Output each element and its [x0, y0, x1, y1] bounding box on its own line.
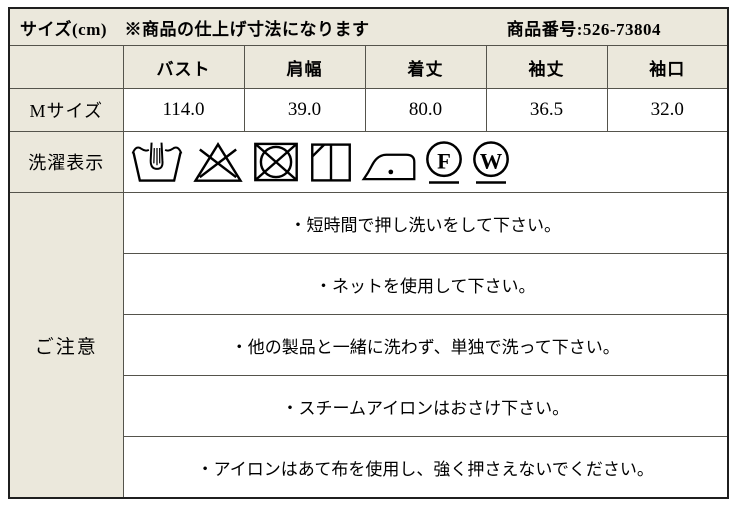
- note-item: ・ネットを使用して下さい。: [122, 253, 729, 315]
- svg-text:F: F: [437, 148, 451, 173]
- svg-text:W: W: [479, 148, 502, 173]
- col-header-sleeve-length: 袖丈: [485, 45, 608, 89]
- note-item: ・他の製品と一緒に洗わず、単独で洗って下さい。: [122, 314, 729, 376]
- col-header-shoulder: 肩幅: [243, 45, 366, 89]
- care-symbol-strip: F W: [124, 139, 727, 186]
- care-row-label: 洗濯表示: [8, 131, 124, 193]
- care-symbols-row: 洗濯表示: [8, 131, 729, 193]
- value-length: 80.0: [364, 88, 487, 132]
- note-row: ご注意 ・短時間で押し洗いをして下さい。: [8, 192, 729, 499]
- value-cuff: 32.0: [606, 88, 729, 132]
- do-not-bleach-icon: [192, 141, 243, 182]
- do-not-tumble-dry-icon: [253, 142, 298, 182]
- note-row: ・ネットを使用して下さい。: [9, 253, 729, 315]
- note-item: ・アイロンはあて布を使用し、強く押さえないでください。: [122, 436, 729, 499]
- dry-clean-F-gentle-icon: F: [425, 140, 462, 184]
- title-row: サイズ(cm) ※商品の仕上げ寸法になります 商品番号:526-73804: [8, 7, 729, 46]
- product-number: 商品番号:526-73804: [506, 19, 662, 39]
- wet-clean-W-gentle-icon: W: [472, 140, 509, 184]
- size-m-label: Mサイズ: [8, 88, 124, 132]
- size-unit-label: サイズ(cm) ※商品の仕上げ寸法になります: [20, 19, 370, 39]
- iron-low-heat-icon: [361, 153, 415, 181]
- hang-dry-in-shade-icon: [310, 142, 351, 182]
- col-header-length: 着丈: [364, 45, 487, 89]
- notes-section-label: ご注意: [8, 192, 124, 499]
- note-row: ・スチームアイロンはおさけ下さい。: [9, 375, 729, 437]
- col-header-bust: バスト: [122, 45, 245, 89]
- col-header-cuff: 袖口: [606, 45, 729, 89]
- corner-empty-cell: [8, 45, 124, 89]
- note-row: ・アイロンはあて布を使用し、強く押さえないでください。: [9, 436, 729, 499]
- size-m-row: Mサイズ 114.0 39.0 80.0 36.5 32.0: [8, 88, 729, 132]
- note-item: ・スチームアイロンはおさけ下さい。: [122, 375, 729, 437]
- size-spec-table: サイズ(cm) ※商品の仕上げ寸法になります 商品番号:526-73804 バス…: [8, 7, 730, 499]
- note-item: ・短時間で押し洗いをして下さい。: [122, 192, 729, 254]
- hand-wash-icon: [131, 142, 182, 182]
- value-sleeve-length: 36.5: [485, 88, 608, 132]
- column-header-row: バスト 肩幅 着丈 袖丈 袖口: [8, 45, 729, 89]
- value-shoulder: 39.0: [243, 88, 366, 132]
- value-bust: 114.0: [122, 88, 245, 132]
- note-row: ・他の製品と一緒に洗わず、単独で洗って下さい。: [9, 314, 729, 376]
